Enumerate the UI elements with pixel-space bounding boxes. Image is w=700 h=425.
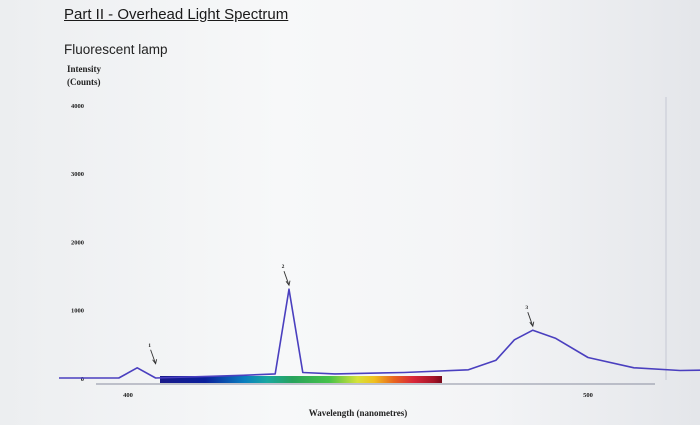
chart-subtitle: Fluorescent lamp [64, 42, 168, 57]
spectrum-gradient [160, 376, 442, 383]
annotation-label: 3 [525, 305, 528, 311]
annotation-arrow [527, 312, 534, 327]
y-tick-label: 0 [81, 376, 84, 383]
peak-annotation: 1 [148, 343, 158, 365]
ylabel-line1: Intensity [67, 64, 102, 74]
x-tick-label: 500 [583, 392, 593, 399]
annotation-arrow [150, 349, 157, 364]
y-tick-label: 1000 [71, 308, 84, 315]
y-tick-label: 2000 [71, 239, 84, 246]
x-axis-title: Wavelength (nanometres) [309, 408, 408, 418]
peak-annotation: 3 [525, 305, 535, 328]
annotation-label: 1 [148, 343, 151, 349]
peak-annotation: 2 [282, 264, 291, 287]
annotation-arrowhead [285, 280, 291, 287]
y-tick-label: 3000 [71, 171, 84, 178]
annotation-arrowhead [152, 359, 158, 365]
ylabel-line2: (Counts) [67, 77, 101, 87]
visible-spectrum-bar [160, 376, 442, 383]
spectrum-line [59, 288, 700, 379]
annotation-label: 2 [282, 264, 285, 270]
y-tick-label: 4000 [71, 103, 84, 110]
x-tick-label: 400 [123, 392, 133, 399]
page-title: Part II - Overhead Light Spectrum [64, 6, 289, 23]
annotation-arrow [283, 271, 290, 286]
annotation-arrowhead [529, 321, 535, 328]
